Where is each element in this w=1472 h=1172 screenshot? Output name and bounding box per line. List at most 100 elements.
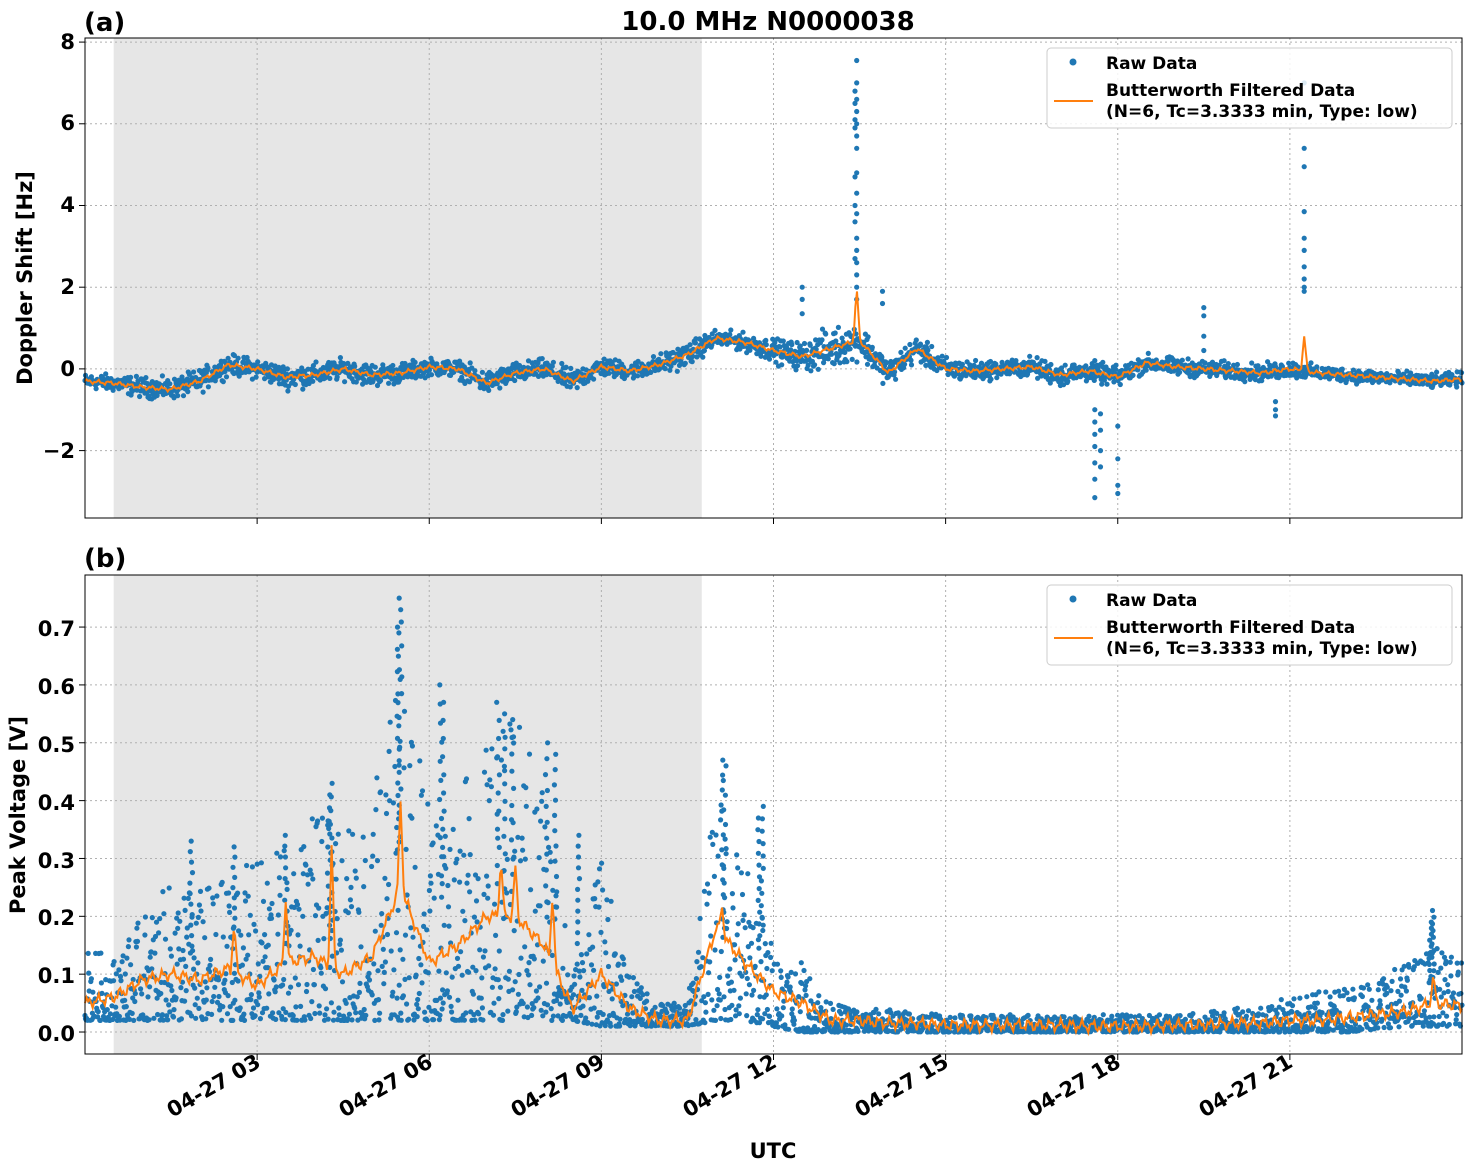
raw-data-point [1099,381,1105,387]
raw-data-point [260,958,266,964]
raw-data-point [428,880,434,886]
raw-data-point [457,358,463,364]
raw-data-point [372,928,378,934]
raw-data-point [396,982,402,988]
raw-data-point [428,372,435,378]
raw-data-point [538,818,544,824]
raw-data-point [1454,384,1460,390]
raw-data-point [528,887,534,893]
raw-data-point [518,955,524,961]
raw-data-point [98,980,104,986]
raw-data-point [1115,423,1121,429]
raw-data-point [701,888,708,894]
raw-data-point [778,974,784,981]
raw-data-point [715,853,721,859]
raw-data-point [639,372,646,379]
raw-data-point [224,1011,231,1017]
raw-data-point [156,930,162,936]
raw-data-point [560,965,566,971]
raw-data-point [603,950,609,956]
raw-data-point [760,1016,766,1022]
raw-data-point [532,908,538,914]
raw-data-point [457,848,463,854]
raw-data-point [1130,372,1136,378]
raw-data-point [741,912,747,918]
raw-data-point [1061,1014,1067,1020]
raw-data-point [1035,375,1041,381]
raw-data-point [835,324,842,330]
raw-data-point [807,976,813,982]
raw-data-point [735,865,741,871]
raw-data-point [356,909,362,915]
raw-data-point [1272,413,1279,419]
raw-data-point [971,362,977,368]
raw-data-point [436,968,442,974]
raw-data-point [319,838,325,845]
raw-data-point [174,961,180,967]
raw-data-point [192,985,198,991]
raw-data-point [455,963,462,969]
raw-data-point [434,361,440,367]
raw-data-point [693,976,700,982]
raw-data-point [242,898,249,904]
raw-data-point [718,1015,724,1022]
raw-data-point [382,875,388,881]
raw-data-point [662,366,668,372]
raw-data-point [854,247,860,253]
raw-data-point [276,875,282,881]
raw-data-point [854,108,860,115]
raw-data-point [574,961,580,967]
raw-data-point [422,1009,428,1015]
raw-data-point [523,803,529,809]
raw-data-point [570,992,577,998]
raw-data-point [879,288,886,294]
raw-data-point [475,876,481,882]
raw-data-point [1112,366,1119,373]
raw-data-point [419,788,426,794]
raw-data-point [825,356,831,362]
raw-data-point [413,972,419,978]
raw-data-point [281,976,287,983]
raw-data-point [812,362,818,368]
raw-data-point [178,985,184,991]
raw-data-point [485,895,491,901]
raw-data-point [427,908,433,914]
raw-data-point [344,876,350,882]
raw-data-point [295,982,302,988]
raw-data-point [565,972,571,978]
raw-data-point [489,746,495,752]
raw-data-point [854,145,860,151]
raw-data-point [398,1017,404,1023]
raw-data-point [384,931,391,938]
raw-data-point [847,346,853,352]
raw-data-point [788,347,794,353]
raw-data-point [789,342,795,348]
raw-data-point [362,857,368,864]
raw-data-point [492,966,498,972]
raw-data-point [855,1028,861,1034]
raw-data-point [608,1023,614,1029]
raw-data-point [211,993,217,1000]
panel-a-legend-raw-label: Raw Data [1106,54,1197,74]
raw-data-point [1091,377,1097,383]
raw-data-point [448,1003,454,1010]
raw-data-point [113,1004,119,1010]
raw-data-point [464,880,470,886]
raw-data-point [467,379,473,385]
raw-data-point [370,831,376,837]
raw-data-point [537,903,543,909]
raw-data-point [621,961,627,967]
raw-data-point [1350,367,1356,373]
raw-data-point [807,342,813,348]
raw-data-point [763,337,769,343]
raw-data-point [852,100,858,106]
raw-data-point [352,1005,358,1011]
raw-data-point [749,992,755,998]
raw-data-point [703,1009,709,1015]
raw-data-point [406,975,412,981]
raw-data-point [752,963,758,970]
raw-data-point [182,907,188,914]
raw-data-point [935,355,941,361]
raw-data-point [1092,431,1098,437]
